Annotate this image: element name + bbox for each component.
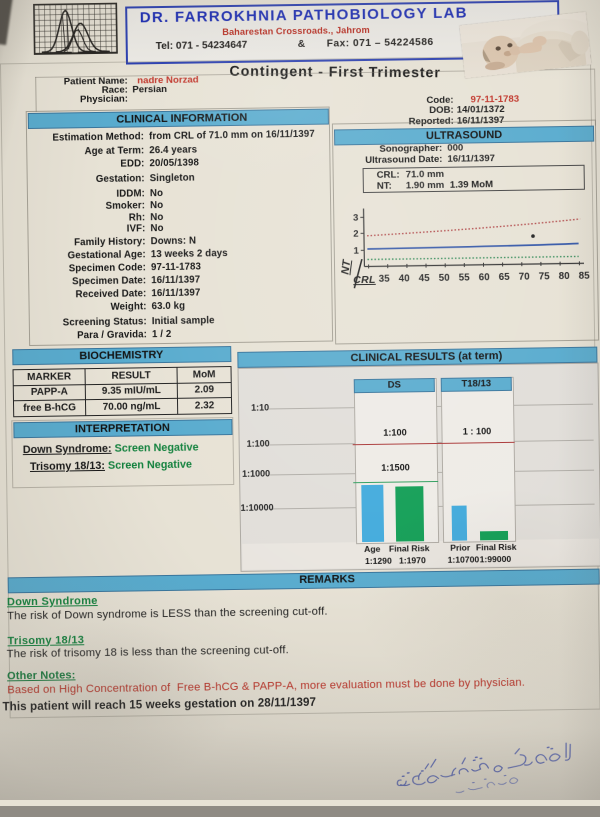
- svg-text:3: 3: [353, 212, 358, 223]
- svg-text:2: 2: [353, 228, 358, 239]
- svg-text:1: 1: [353, 245, 359, 256]
